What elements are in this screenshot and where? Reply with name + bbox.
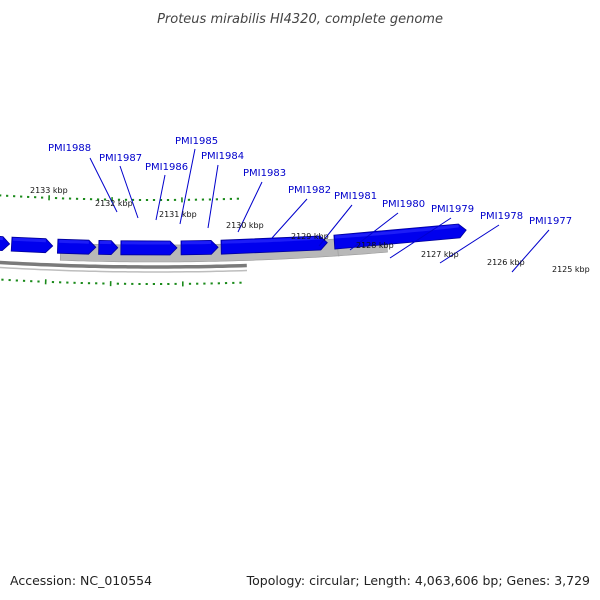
label-leaders [89,148,550,273]
gene-arrow-highlight [334,224,459,239]
gene-label[interactable]: PMI1988 [48,143,91,154]
label-leader-line [318,204,353,247]
label-leader-line [349,212,399,251]
kbp-label: 2126 kbp [487,258,525,267]
kbp-label: 2132 kbp [95,199,133,208]
gene-arrow-highlight [0,236,3,241]
label-leader-line [207,164,219,229]
label-leader-line [439,224,500,264]
gene-label[interactable]: PMI1986 [145,162,188,173]
label-leader-line [237,181,263,233]
gene-label[interactable]: PMI1979 [431,204,474,215]
label-leader-line [119,165,139,219]
kbp-label: 2129 kbp [291,232,329,241]
kbp-label: 2125 kbp [552,265,590,274]
backbone-outer-line [0,260,247,269]
gene-label[interactable]: PMI1983 [243,168,286,179]
label-leader-line [511,229,550,273]
gene-label[interactable]: PMI1982 [288,185,331,196]
map-title: Proteus mirabilis HI4320, complete genom… [157,12,443,27]
gene-label[interactable]: PMI1987 [99,153,142,164]
accession-text: Accession: NC_010554 [10,573,152,588]
label-leader-line [155,174,166,221]
gene-arrow-highlight [222,236,321,244]
gene-label[interactable]: PMI1978 [480,211,523,222]
kbp-label: 2133 kbp [30,186,68,195]
label-leader-line [179,148,196,225]
kbp-label: 2131 kbp [159,210,197,219]
tick-track [0,194,242,287]
backbone-inner-line [0,266,248,273]
label-leader-line [389,217,452,259]
gene-arrow-highlight [99,240,112,245]
gene-label[interactable]: PMI1981 [334,191,377,202]
gene-arrow-highlight [182,240,211,245]
gene-label[interactable]: PMI1977 [529,216,572,227]
genome-backbone [0,260,248,273]
gene-label[interactable]: PMI1980 [382,199,425,210]
kbp-labels: 2133 kbp 2132 kbp 2131 kbp 2130 kbp 2129 kbp… [30,186,590,274]
kbp-label: 2128 kbp [356,241,394,250]
label-leader-line [89,157,118,213]
gene-arrow-highlight [58,239,89,244]
gene-label[interactable]: PMI1985 [175,136,218,147]
gene-label[interactable]: PMI1984 [201,151,244,162]
kbp-label: 2130 kbp [226,221,264,230]
genome-summary-text: Topology: circular; Length: 4,063,606 bp… [246,573,590,588]
label-leader-line [271,198,308,239]
gene-arrow-highlight [121,241,170,245]
kbp-label: 2127 kbp [421,250,459,259]
gene-arrow-highlight [12,237,46,243]
